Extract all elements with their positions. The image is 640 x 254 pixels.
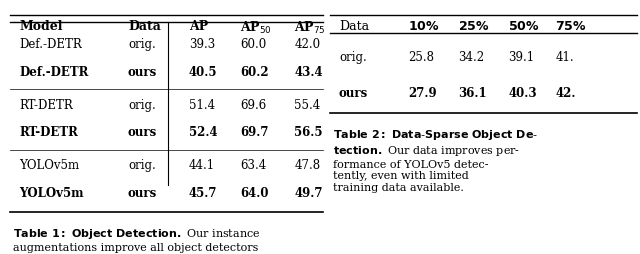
- Text: 60.2: 60.2: [240, 66, 269, 78]
- Text: 42.: 42.: [556, 87, 576, 100]
- Text: orig.: orig.: [128, 160, 156, 172]
- Text: Def.-DETR: Def.-DETR: [19, 38, 82, 51]
- Text: 40.3: 40.3: [508, 87, 537, 100]
- Text: 42.0: 42.0: [294, 38, 321, 51]
- Text: ours: ours: [128, 187, 157, 200]
- Text: 47.8: 47.8: [294, 160, 321, 172]
- Text: 60.0: 60.0: [240, 38, 266, 51]
- Text: 40.5: 40.5: [189, 66, 218, 78]
- Text: YOLOv5m: YOLOv5m: [19, 187, 84, 200]
- Text: AP: AP: [189, 20, 208, 33]
- Text: orig.: orig.: [339, 51, 367, 65]
- Text: AP$_{50}$: AP$_{50}$: [240, 20, 272, 36]
- Text: AP$_{75}$: AP$_{75}$: [294, 20, 326, 36]
- Text: RT-DETR: RT-DETR: [19, 99, 73, 112]
- Text: 49.7: 49.7: [294, 187, 323, 200]
- Text: 43.4: 43.4: [294, 66, 323, 78]
- Text: $\mathbf{10\%}$: $\mathbf{10\%}$: [408, 20, 440, 33]
- Text: Data: Data: [339, 20, 369, 33]
- Text: 39.1: 39.1: [508, 51, 534, 65]
- Text: $\mathbf{75\%}$: $\mathbf{75\%}$: [556, 20, 587, 33]
- Text: 64.0: 64.0: [240, 187, 269, 200]
- Text: 56.5: 56.5: [294, 126, 323, 139]
- Text: orig.: orig.: [128, 99, 156, 112]
- Text: Model: Model: [19, 20, 63, 33]
- Text: 55.4: 55.4: [294, 99, 321, 112]
- Text: $\mathbf{50\%}$: $\mathbf{50\%}$: [508, 20, 540, 33]
- Text: ours: ours: [128, 66, 157, 78]
- Text: $\mathbf{25\%}$: $\mathbf{25\%}$: [458, 20, 490, 33]
- Text: RT-DETR: RT-DETR: [19, 126, 78, 139]
- Text: orig.: orig.: [128, 38, 156, 51]
- Text: 63.4: 63.4: [240, 160, 266, 172]
- Text: 34.2: 34.2: [458, 51, 484, 65]
- Text: ours: ours: [339, 87, 368, 100]
- Text: 44.1: 44.1: [189, 160, 215, 172]
- Text: 51.4: 51.4: [189, 99, 215, 112]
- Text: 45.7: 45.7: [189, 187, 218, 200]
- Text: $\bf{Table\ 2:\ Data\text{-}Sparse\ Object\ De\text{-}}$
$\bf{tection.}$ Our dat: $\bf{Table\ 2:\ Data\text{-}Sparse\ Obje…: [333, 128, 538, 193]
- Text: YOLOv5m: YOLOv5m: [19, 160, 79, 172]
- Text: 41.: 41.: [556, 51, 574, 65]
- Text: 39.3: 39.3: [189, 38, 215, 51]
- Text: 69.6: 69.6: [240, 99, 266, 112]
- Text: 27.9: 27.9: [408, 87, 436, 100]
- Text: Data: Data: [128, 20, 161, 33]
- Text: ours: ours: [128, 126, 157, 139]
- Text: 69.7: 69.7: [240, 126, 269, 139]
- Text: 25.8: 25.8: [408, 51, 434, 65]
- Text: 52.4: 52.4: [189, 126, 218, 139]
- Text: $\bf{Table\ 1:\ Object\ Detection.}$ Our instance
augmentations improve all obje: $\bf{Table\ 1:\ Object\ Detection.}$ Our…: [13, 227, 260, 253]
- Text: 36.1: 36.1: [458, 87, 487, 100]
- Text: Def.-DETR: Def.-DETR: [19, 66, 88, 78]
